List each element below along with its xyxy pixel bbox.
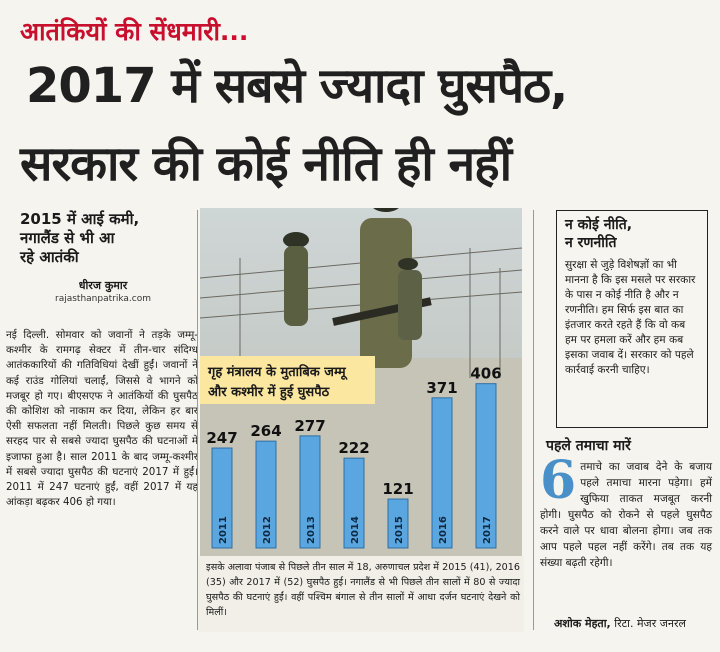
sidebar2-body-wrap: 6 तमाचे का जवाब देने के बजाय पहले तमाचा … (540, 450, 712, 571)
bar-value-label: 277 (294, 417, 325, 435)
bar (431, 397, 453, 549)
byline-site: rajasthanpatrika.com (55, 294, 151, 305)
soldier-silhouette-icon (398, 258, 422, 340)
bar-category-label: 2015 (394, 516, 405, 544)
bar-category-label: 2016 (438, 516, 449, 544)
left-column: 2015 में आई कमी, नगालैंड से भी आ रहे आतं… (8, 210, 198, 304)
headline-line-2: सरकार की कोई नीति ही नहीं (20, 136, 512, 192)
subheadline: 2015 में आई कमी, नगालैंड से भी आ रहे आतं… (8, 210, 198, 266)
bar-category-label: 2017 (482, 516, 493, 544)
bar-value-label: 121 (382, 480, 413, 498)
sidebar-body: सुरक्षा से जुड़े विशेषज्ञों का भी मानना … (565, 259, 696, 376)
bar-category-label: 2014 (350, 516, 361, 544)
bar-value-label: 247 (206, 429, 237, 447)
kicker: आतंकियों की सेंधमारी... (20, 17, 249, 46)
bar-category-label: 2012 (262, 516, 273, 544)
soldier-silhouette-icon (283, 232, 309, 326)
bar-value-label: 406 (470, 365, 501, 383)
dropcap: 6 (540, 450, 577, 511)
chart-title-background (200, 356, 375, 404)
column-divider (533, 210, 534, 630)
column-divider (197, 210, 198, 630)
expert-signature: अशोक मेहता, रिटा. मेजर जनरल (540, 616, 712, 631)
chart-caption: इसके अलावा पंजाब से पिछले तीन साल में 18… (198, 556, 524, 632)
soldiers-photo-with-chart: गृह मंत्रालय के मुताबिक जम्मू और कश्मीर … (200, 208, 522, 556)
byline: धीरज कुमार (78, 279, 128, 293)
photo-graphic: गृह मंत्रालय के मुताबिक जम्मू और कश्मीर … (200, 208, 522, 556)
subhead-line: नगालैंड से भी आ (20, 228, 115, 247)
bar-category-label: 2013 (306, 516, 317, 544)
bar (255, 440, 277, 549)
expert-name: अशोक मेहता, (554, 617, 611, 630)
bar (475, 383, 497, 549)
sidebar-title-line: न कोई नीति, (565, 217, 633, 233)
sidebar-title-line: न रणनीति (565, 234, 617, 251)
bar-category-label: 2011 (218, 516, 229, 544)
chart-title-box: गृह मंत्रालय के मुताबिक जम्मू और कश्मीर … (200, 356, 375, 404)
chart-title-line: गृह मंत्रालय के मुताबिक जम्मू (207, 364, 349, 380)
bar-value-label: 371 (426, 379, 457, 397)
chart-title-line: और कश्मीर में हुई घुसपैठ (208, 384, 331, 401)
headline-line-1: 2017 में सबसे ज्यादा घुसपैठ, (26, 58, 568, 114)
bar-value-label: 222 (338, 439, 369, 457)
bar (343, 457, 365, 549)
bar (387, 498, 409, 549)
subhead-line: 2015 में आई कमी, (20, 210, 140, 228)
bar-series: 247 2011 264 2012 277 2013 222 2014 121 2015 371 20… (206, 365, 502, 549)
article-body: नई दिल्ली. सोमवार को जवानों ने तड़के जम्… (6, 329, 198, 509)
bar (299, 435, 321, 549)
sidebar-box-policy: न कोई नीति, न रणनीति सुरक्षा से जुड़े वि… (556, 210, 708, 428)
sidebar2-body: तमाचे का जवाब देने के बजाय पहले तमाचा मा… (540, 461, 712, 569)
bar-value-label: 264 (250, 422, 281, 440)
sidebar-title: न कोई नीति, न रणनीति (565, 217, 699, 252)
bar (211, 447, 233, 549)
expert-rank: रिटा. मेजर जनरल (610, 617, 686, 630)
sidebar-box-slap: पहले तमाचा मारें 6 तमाचे का जवाब देने के… (540, 436, 712, 571)
subhead-line: रहे आतंकी (20, 247, 79, 266)
sidebar2-title: पहले तमाचा मारें (546, 438, 631, 454)
